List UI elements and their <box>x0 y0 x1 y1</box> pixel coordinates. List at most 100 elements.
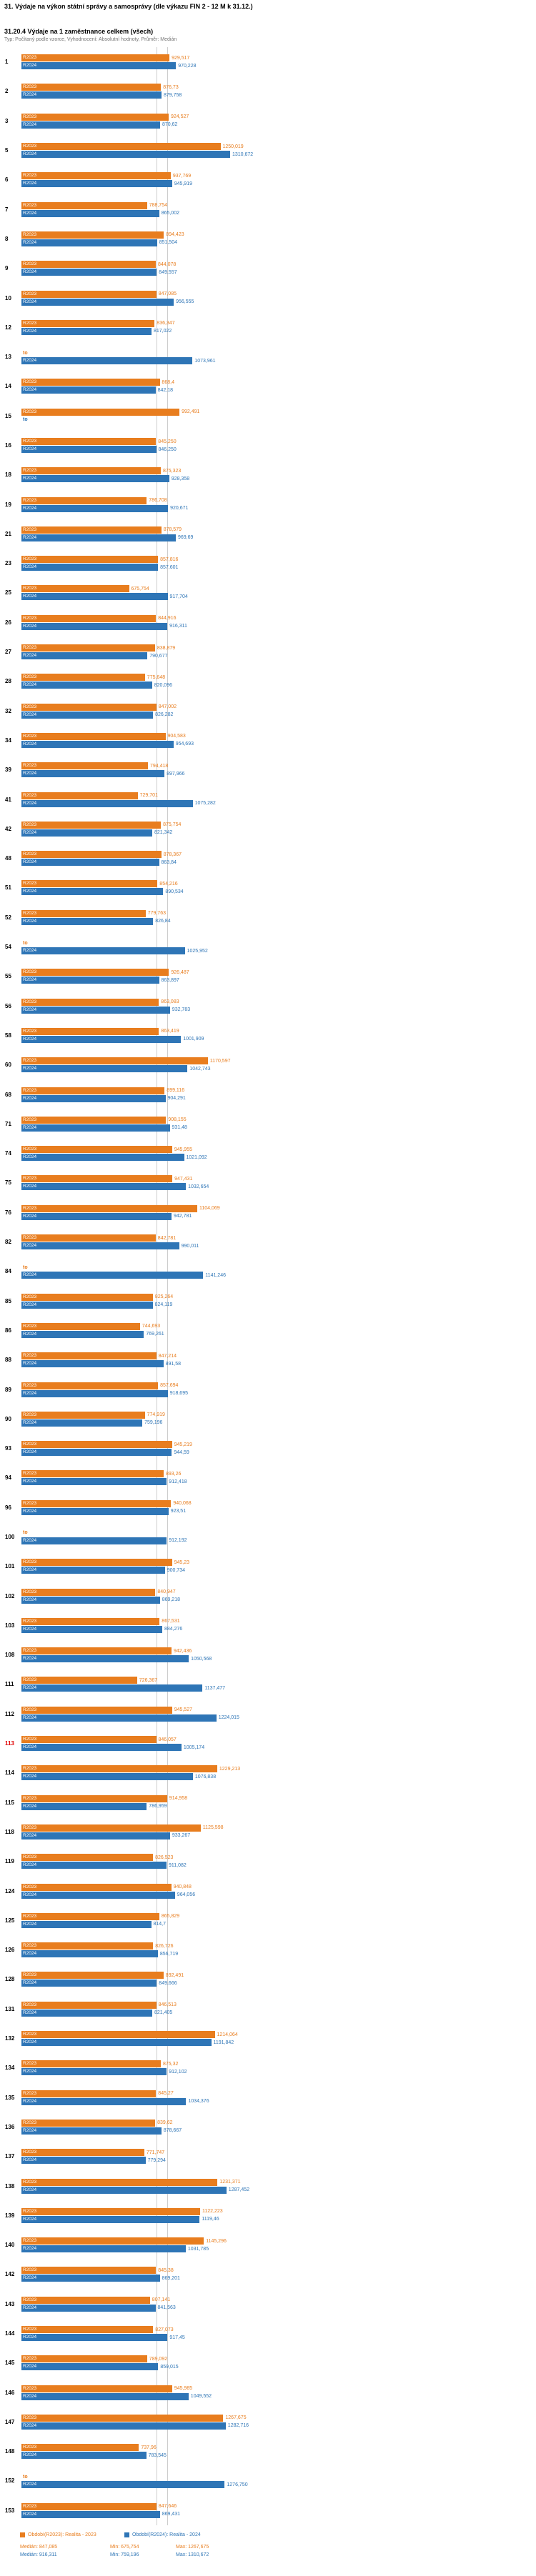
bar-r2023[interactable]: R2023 <box>21 2178 218 2186</box>
bar-r2024[interactable]: R2024 <box>21 682 152 689</box>
bar-r2023[interactable]: R2023 <box>21 172 171 180</box>
bar-r2023[interactable]: R2023 <box>21 84 162 91</box>
bar-r2024[interactable]: R2024 <box>21 859 159 867</box>
bar-r2024[interactable]: R2024 <box>21 2127 162 2135</box>
bar-r2024[interactable]: R2024 <box>21 475 169 483</box>
bar-r2023[interactable]: R2023 <box>21 1588 156 1596</box>
bar-r2023[interactable]: R2023 <box>21 1352 157 1360</box>
bar-r2024[interactable]: R2024 <box>21 1920 152 1928</box>
bar-r2024[interactable]: R2024 <box>21 711 154 719</box>
bar-r2024[interactable]: R2024 <box>21 269 157 276</box>
bar-r2024[interactable]: R2024 <box>21 770 165 778</box>
bar-r2023[interactable]: R2023 <box>21 496 147 504</box>
bar-r2024[interactable]: R2024 <box>21 564 159 571</box>
bar-r2024[interactable]: R2024 <box>21 2422 226 2430</box>
bar-r2023[interactable]: R2023 <box>21 556 159 564</box>
bar-r2023[interactable]: R2023 <box>21 1175 173 1183</box>
bar-r2024[interactable]: R2024 <box>21 91 162 99</box>
bar-r2023[interactable]: R2023 <box>21 2031 215 2039</box>
bar-r2023[interactable]: R2023 <box>21 1647 172 1655</box>
bar-r2024[interactable]: R2024 <box>21 1684 203 1692</box>
bar-r2023[interactable]: R2023 <box>21 585 129 593</box>
bar-r2024[interactable]: R2024 <box>21 2097 187 2105</box>
bar-r2024[interactable]: R2024 <box>21 446 157 453</box>
bar-r2024[interactable]: R2024 <box>21 209 159 217</box>
bar-r2024[interactable]: R2024 <box>21 799 193 807</box>
bar-r2023[interactable]: R2023 <box>21 1322 140 1330</box>
bar-r2023[interactable]: R2023 <box>21 1794 167 1802</box>
bar-r2023[interactable]: R2023 <box>21 1027 159 1035</box>
bar-r2024[interactable]: R2024 <box>21 917 154 925</box>
bar-r2024[interactable]: R2024 <box>21 888 164 896</box>
bar-r2024[interactable]: R2024 <box>21 1832 170 1839</box>
bar-r2024[interactable]: R2024 <box>21 1625 162 1633</box>
bar-r2023[interactable]: R2023 <box>21 319 155 327</box>
bar-r2023[interactable]: R2023 <box>21 1765 217 1773</box>
bar-r2024[interactable]: R2024 <box>21 1567 165 1574</box>
bar-r2023[interactable]: R2023 <box>21 1854 154 1862</box>
bar-r2024[interactable]: R2024 <box>21 1773 193 1781</box>
bar-r2023[interactable]: R2023 <box>21 732 166 740</box>
bar-r2023[interactable]: R2023 <box>21 1559 172 1567</box>
bar-r2024[interactable]: R2024 <box>21 1655 189 1663</box>
bar-r2024[interactable]: R2024 <box>21 298 174 306</box>
bar-r2024[interactable]: R2024 <box>21 1744 182 1752</box>
bar-r2023[interactable]: R2023 <box>21 614 157 622</box>
bar-r2024[interactable]: R2024 <box>21 1301 153 1309</box>
bar-r2023[interactable]: R2023 <box>21 2149 144 2157</box>
bar-r2023[interactable]: R2023 <box>21 1293 153 1301</box>
bar-r2024[interactable]: R2024 <box>21 2392 189 2400</box>
bar-r2023[interactable]: R2023 <box>21 2326 154 2333</box>
bar-r2023[interactable]: R2023 <box>21 2267 157 2275</box>
bar-r2024[interactable]: R2024 <box>21 1419 143 1427</box>
bar-r2023[interactable]: R2023 <box>21 1411 145 1419</box>
bar-r2023[interactable]: R2023 <box>21 2414 224 2422</box>
bar-r2024[interactable]: R2024 <box>21 2068 167 2076</box>
bar-r2024[interactable]: R2024 <box>21 1242 179 1250</box>
bar-r2023[interactable]: R2023 <box>21 1470 164 1478</box>
bar-r2023[interactable]: R2023 <box>21 1499 172 1507</box>
bar-r2023[interactable]: R2023 <box>21 1824 201 1832</box>
bar-r2024[interactable]: R2024 <box>21 2304 156 2312</box>
bar-r2024[interactable]: R2024 <box>21 1006 170 1014</box>
bar-r2023[interactable]: R2023 <box>21 1942 154 1950</box>
bar-r2024[interactable]: R2024 <box>21 2157 146 2165</box>
bar-r2024[interactable]: R2024 <box>21 829 152 837</box>
bar-r2023[interactable]: R2023 <box>21 2237 204 2245</box>
bar-r2024[interactable]: R2024 <box>21 1891 175 1899</box>
bar-r2023[interactable]: R2023 <box>21 2119 156 2127</box>
bar-r2024[interactable]: R2024 <box>21 1035 182 1043</box>
bar-r2023[interactable]: R2023 <box>21 2385 172 2392</box>
bar-r2023[interactable]: R2023 <box>21 1441 172 1449</box>
bar-r2024[interactable]: R2024 <box>21 1862 167 1869</box>
bar-r2024[interactable]: R2024 <box>21 593 168 601</box>
bar-r2024[interactable]: R2024 <box>21 2039 212 2047</box>
bar-r2023[interactable]: R2023 <box>21 2502 157 2510</box>
bar-r2024[interactable]: R2024 <box>21 2245 186 2253</box>
bar-r2023[interactable]: R2023 <box>21 792 138 799</box>
bar-r2023[interactable]: R2023 <box>21 379 160 386</box>
bar-r2024[interactable]: R2024 <box>21 1183 187 1191</box>
bar-r2024[interactable]: R2024 <box>21 1272 204 1279</box>
bar-r2023[interactable]: R2023 <box>21 261 156 269</box>
bar-r2023[interactable]: R2023 <box>21 880 158 888</box>
bar-r2024[interactable]: R2024 <box>21 2363 159 2371</box>
bar-r2023[interactable]: R2023 <box>21 2060 161 2068</box>
bar-r2024[interactable]: R2024 <box>21 121 160 129</box>
bar-r2024[interactable]: R2024 <box>21 1360 164 1368</box>
bar-r2023[interactable]: R2023 <box>21 526 162 534</box>
bar-r2024[interactable]: R2024 <box>21 1980 157 1987</box>
bar-r2023[interactable]: R2023 <box>21 821 162 829</box>
bar-r2024[interactable]: R2024 <box>21 504 169 512</box>
bar-r2024[interactable]: R2024 <box>21 947 185 955</box>
bar-r2024[interactable]: R2024 <box>21 1714 217 1722</box>
bar-r2023[interactable]: R2023 <box>21 1706 172 1714</box>
bar-r2023[interactable]: R2023 <box>21 2207 200 2215</box>
bar-r2024[interactable]: R2024 <box>21 2452 147 2460</box>
bar-r2023[interactable]: R2023 <box>21 851 162 859</box>
bar-r2024[interactable]: R2024 <box>21 1124 170 1132</box>
bar-r2023[interactable]: R2023 <box>21 1382 159 1389</box>
bar-r2023[interactable]: R2023 <box>21 998 159 1006</box>
bar-r2024[interactable]: R2024 <box>21 1330 144 1338</box>
bar-r2024[interactable]: R2024 <box>21 2510 160 2518</box>
